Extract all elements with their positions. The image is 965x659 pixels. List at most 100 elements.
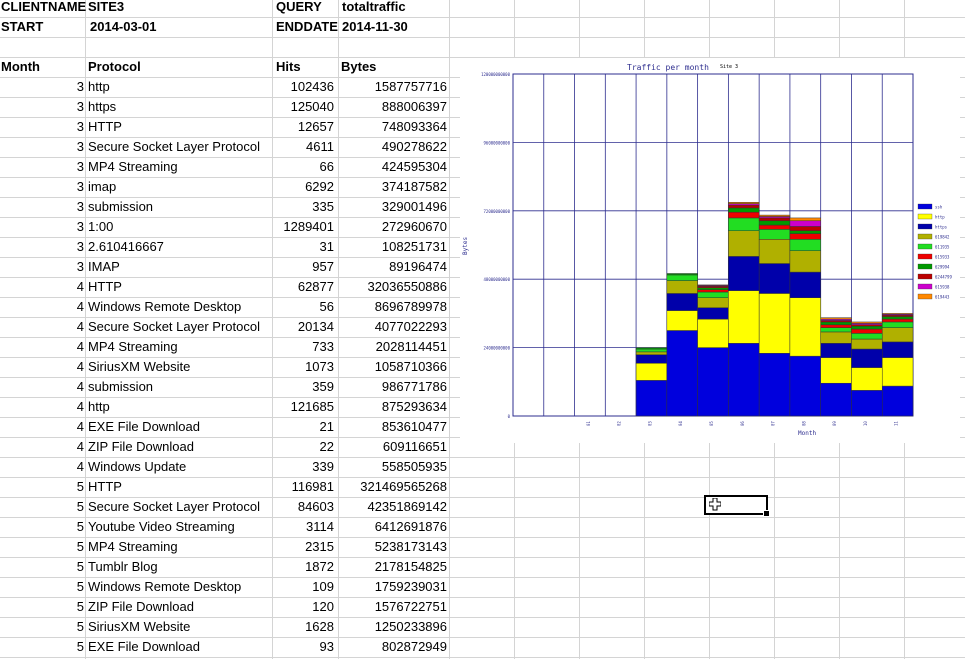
cell-month[interactable]: 4: [76, 439, 84, 454]
cell-protocol[interactable]: HTTP: [88, 119, 122, 134]
cell-hits[interactable]: 20134: [297, 319, 334, 334]
cell-month[interactable]: 5: [76, 599, 84, 614]
cell-protocol[interactable]: https: [88, 99, 117, 114]
cell-hits[interactable]: 335: [312, 199, 334, 214]
cell-hits[interactable]: 733: [312, 339, 334, 354]
cell-bytes[interactable]: 272960670: [381, 219, 447, 234]
cell-month[interactable]: 4: [76, 339, 84, 354]
cell-protocol[interactable]: MP4 Streaming: [88, 539, 178, 554]
cell-protocol[interactable]: EXE File Download: [88, 419, 200, 434]
cell-protocol[interactable]: HTTP: [88, 479, 122, 494]
cell-hits[interactable]: 1073: [305, 359, 334, 374]
cell-month[interactable]: 3: [76, 259, 84, 274]
cell-month[interactable]: 3: [76, 219, 84, 234]
cell-protocol[interactable]: 2.610416667: [88, 239, 164, 254]
cell-month[interactable]: 5: [76, 639, 84, 654]
cell-hits[interactable]: 84603: [297, 499, 334, 514]
cell-bytes[interactable]: 5238173143: [374, 539, 447, 554]
cell-bytes[interactable]: 374187582: [381, 179, 447, 194]
cell-protocol[interactable]: Tumblr Blog: [88, 559, 158, 574]
query-value[interactable]: totaltraffic: [342, 0, 406, 14]
cell-bytes[interactable]: 1759239031: [374, 579, 447, 594]
cell-hits[interactable]: 1289401: [283, 219, 334, 234]
cell-month[interactable]: 3: [76, 139, 84, 154]
cell-hits[interactable]: 957: [312, 259, 334, 274]
cell-month[interactable]: 4: [76, 459, 84, 474]
cell-hits[interactable]: 359: [312, 379, 334, 394]
cell-hits[interactable]: 121685: [290, 399, 334, 414]
cell-month[interactable]: 3: [76, 199, 84, 214]
cell-bytes[interactable]: 4077022293: [374, 319, 447, 334]
cell-protocol[interactable]: 1:00: [88, 219, 114, 234]
cell-month[interactable]: 4: [76, 299, 84, 314]
fill-handle[interactable]: [763, 510, 770, 517]
cell-protocol[interactable]: ZIP File Download: [88, 439, 194, 454]
cell-hits[interactable]: 125040: [290, 99, 334, 114]
cell-bytes[interactable]: 321469565268: [360, 479, 447, 494]
cell-bytes[interactable]: 853610477: [381, 419, 447, 434]
cell-protocol[interactable]: IMAP: [88, 259, 120, 274]
cell-hits[interactable]: 12657: [297, 119, 334, 134]
cell-hits[interactable]: 3114: [306, 519, 334, 534]
cell-protocol[interactable]: Windows Remote Desktop: [88, 579, 242, 594]
cell-month[interactable]: 5: [76, 579, 84, 594]
cell-bytes[interactable]: 888006397: [381, 99, 447, 114]
cell-protocol[interactable]: Youtube Video Streaming: [88, 519, 235, 534]
cell-bytes[interactable]: 329001496: [381, 199, 447, 214]
cell-hits[interactable]: 120: [312, 599, 334, 614]
cell-protocol[interactable]: ZIP File Download: [88, 599, 194, 614]
cell-hits[interactable]: 2315: [305, 539, 334, 554]
cell-bytes[interactable]: 558505935: [381, 459, 447, 474]
cell-hits[interactable]: 4611: [306, 139, 334, 154]
cell-protocol[interactable]: submission: [88, 379, 154, 394]
traffic-chart[interactable]: 0 24000000000 48000000000 72000000000 960000…: [460, 58, 960, 443]
selected-cell[interactable]: [704, 495, 770, 517]
cell-protocol[interactable]: Secure Socket Layer Protocol: [88, 139, 260, 154]
cell-hits[interactable]: 62877: [297, 279, 334, 294]
cell-hits[interactable]: 1628: [305, 619, 334, 634]
cell-protocol[interactable]: HTTP: [88, 279, 122, 294]
cell-month[interactable]: 5: [76, 559, 84, 574]
cell-bytes[interactable]: 1587757716: [374, 79, 447, 94]
cell-bytes[interactable]: 802872949: [381, 639, 447, 654]
cell-protocol[interactable]: submission: [88, 199, 154, 214]
cell-month[interactable]: 3: [76, 159, 84, 174]
column-header-protocol[interactable]: Protocol: [88, 59, 141, 74]
cell-month[interactable]: 4: [76, 279, 84, 294]
column-header-bytes[interactable]: Bytes: [341, 59, 377, 74]
cell-hits[interactable]: 93: [319, 639, 334, 654]
cell-bytes[interactable]: 8696789978: [374, 299, 447, 314]
cell-bytes[interactable]: 609116651: [382, 439, 447, 454]
cell-protocol[interactable]: SiriusXM Website: [88, 359, 191, 374]
cell-protocol[interactable]: SiriusXM Website: [88, 619, 191, 634]
cell-month[interactable]: 3: [76, 99, 84, 114]
cell-month[interactable]: 3: [76, 179, 84, 194]
cell-month[interactable]: 5: [76, 539, 84, 554]
cell-protocol[interactable]: Secure Socket Layer Protocol: [88, 499, 260, 514]
cell-protocol[interactable]: MP4 Streaming: [88, 159, 178, 174]
cell-bytes[interactable]: 490278622: [381, 139, 447, 154]
cell-hits[interactable]: 339: [312, 459, 334, 474]
cell-bytes[interactable]: 42351869142: [367, 499, 447, 514]
cell-bytes[interactable]: 32036550886: [367, 279, 447, 294]
query-label[interactable]: QUERY: [276, 0, 322, 14]
start-value[interactable]: 2014-03-01: [90, 19, 157, 34]
cell-bytes[interactable]: 875293634: [381, 399, 447, 414]
cell-bytes[interactable]: 1576722751: [374, 599, 447, 614]
cell-bytes[interactable]: 1058710366: [374, 359, 447, 374]
cell-hits[interactable]: 109: [312, 579, 334, 594]
cell-month[interactable]: 5: [76, 619, 84, 634]
cell-bytes[interactable]: 986771786: [381, 379, 447, 394]
cell-bytes[interactable]: 424595304: [381, 159, 447, 174]
cell-protocol[interactable]: Windows Update: [88, 459, 187, 474]
cell-bytes[interactable]: 89196474: [389, 259, 447, 274]
cell-protocol[interactable]: EXE File Download: [88, 639, 200, 654]
cell-bytes[interactable]: 6412691876: [374, 519, 447, 534]
cell-month[interactable]: 3: [76, 79, 84, 94]
column-header-hits[interactable]: Hits: [276, 59, 301, 74]
cell-protocol[interactable]: imap: [88, 179, 117, 194]
cell-month[interactable]: 3: [76, 239, 84, 254]
cell-protocol[interactable]: http: [88, 79, 110, 94]
clientname-label[interactable]: CLIENTNAME: [1, 0, 87, 14]
cell-protocol[interactable]: Secure Socket Layer Protocol: [88, 319, 260, 334]
